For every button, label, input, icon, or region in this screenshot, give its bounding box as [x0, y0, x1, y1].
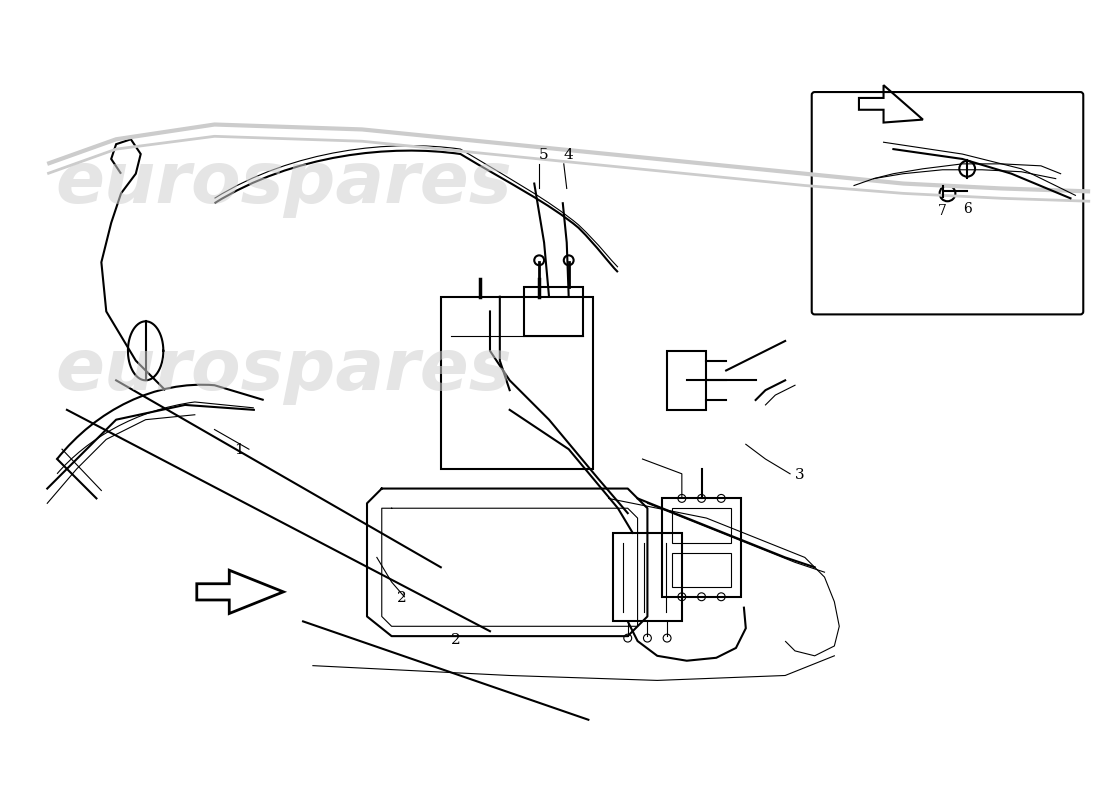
Text: eurospares: eurospares [55, 336, 512, 405]
Bar [441, 297, 593, 469]
Bar [672, 553, 732, 587]
Circle shape [564, 255, 573, 266]
Circle shape [644, 634, 651, 642]
Bar [613, 533, 682, 622]
Text: 5: 5 [539, 148, 549, 162]
Bar [667, 351, 706, 410]
Text: 7: 7 [938, 204, 947, 218]
Circle shape [535, 255, 544, 266]
Text: 1: 1 [234, 443, 244, 457]
Circle shape [663, 634, 671, 642]
Text: 6: 6 [962, 202, 971, 216]
Circle shape [624, 634, 631, 642]
Text: 2: 2 [451, 633, 461, 647]
FancyBboxPatch shape [812, 92, 1084, 314]
Bar [662, 498, 741, 597]
Text: eurospares: eurospares [55, 149, 512, 218]
Bar [525, 287, 583, 336]
Text: 2: 2 [396, 590, 406, 605]
Text: 4: 4 [564, 148, 573, 162]
Bar [672, 508, 732, 542]
Text: 3: 3 [795, 468, 804, 482]
